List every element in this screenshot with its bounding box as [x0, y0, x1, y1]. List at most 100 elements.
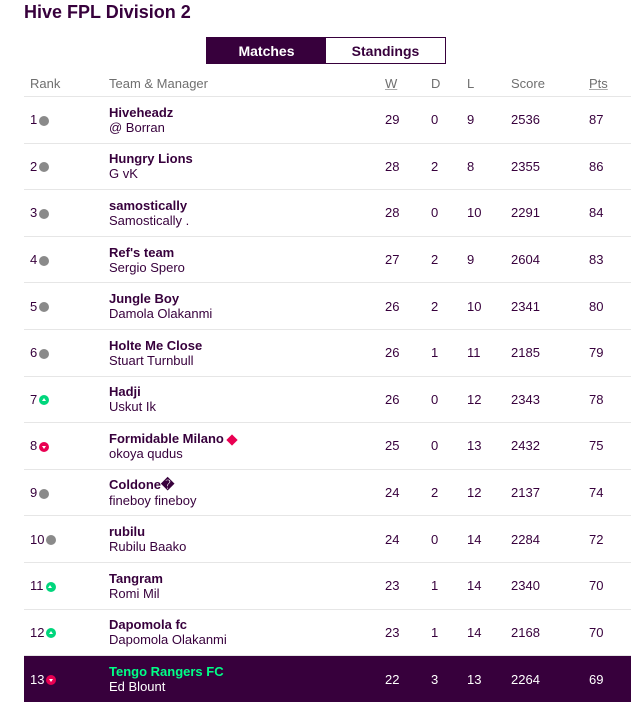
- table-row[interactable]: 4 Ref's team Sergio Spero 27 2 9 2604 83: [24, 236, 631, 283]
- table-row[interactable]: 11 Tangram Romi Mil 23 1 14 2340 70: [24, 562, 631, 609]
- team-name-link[interactable]: Holte Me Close: [109, 338, 385, 353]
- rank-cell: 6: [24, 329, 109, 376]
- rank-number: 12: [30, 624, 45, 640]
- page-title: Hive FPL Division 2: [24, 2, 191, 22]
- rank-cell: 8: [24, 423, 109, 470]
- team-cell: Hungry Lions G vK: [109, 143, 385, 190]
- team-cell: samostically Samostically .: [109, 190, 385, 237]
- table-row[interactable]: 9 Coldone� fineboy fineboy 24 2 12 2137 74: [24, 469, 631, 516]
- table-row[interactable]: 6 Holte Me Close Stuart Turnbull 26 1 11 2185 7…: [24, 329, 631, 376]
- draws-cell: 2: [431, 298, 439, 314]
- team-name-link[interactable]: samostically: [109, 198, 385, 213]
- points-cell: 70: [589, 578, 604, 594]
- rank-number: 1: [30, 112, 38, 128]
- losses-cell: 10: [467, 298, 482, 314]
- header-wins[interactable]: W: [385, 75, 398, 91]
- manager-name: Stuart Turnbull: [109, 352, 194, 368]
- points-cell: 72: [589, 531, 604, 547]
- rank-up-icon: [46, 628, 57, 639]
- table-row[interactable]: 1 Hiveheadz @ Borran 29 0 9 2536 87: [24, 96, 631, 144]
- rank-cell: 7: [24, 376, 109, 423]
- rank-down-icon: [46, 675, 57, 686]
- rank-same-icon: [39, 348, 50, 359]
- losses-cell: 11: [467, 345, 481, 361]
- table-row[interactable]: 7 Hadji Uskut Ik 26 0 12 2343 78: [24, 376, 631, 423]
- table-row[interactable]: 5 Jungle Boy Damola Olakanmi 26 2 10 2341 80: [24, 282, 631, 330]
- draws-cell: 0: [431, 438, 439, 454]
- tab-matches[interactable]: Matches: [207, 38, 326, 63]
- rank-number: 4: [30, 252, 38, 268]
- team-cell: Formidable Milano okoya qudus: [109, 423, 385, 470]
- header-draws[interactable]: D: [431, 75, 441, 91]
- rank-number: 6: [30, 345, 38, 361]
- rank-cell: 5: [24, 283, 109, 330]
- wins-cell: 24: [385, 531, 400, 547]
- wins-cell: 28: [385, 158, 400, 174]
- manager-name: fineboy fineboy: [109, 493, 197, 509]
- score-cell: 2264: [511, 671, 540, 687]
- header-points[interactable]: Pts: [589, 75, 608, 91]
- team-name-link[interactable]: Hiveheadz: [109, 105, 385, 120]
- team-name-link[interactable]: Coldone�: [109, 477, 385, 493]
- wins-cell: 26: [385, 298, 400, 314]
- wins-cell: 23: [385, 624, 400, 640]
- table-row[interactable]: 12 Dapomola fc Dapomola Olakanmi 23 1 14 2168 7…: [24, 609, 631, 656]
- rank-cell: 9: [24, 469, 109, 516]
- manager-name: @ Borran: [109, 119, 165, 135]
- score-cell: 2291: [511, 205, 540, 221]
- wins-cell: 28: [385, 205, 400, 221]
- points-cell: 69: [589, 671, 604, 687]
- team-name-link[interactable]: Formidable Milano: [109, 431, 385, 446]
- team-name-link[interactable]: Hungry Lions: [109, 151, 385, 166]
- rank-up-icon: [45, 581, 56, 592]
- draws-cell: 1: [431, 345, 439, 361]
- manager-name: Uskut Ik: [109, 399, 156, 415]
- table-row[interactable]: 3 samostically Samostically . 28 0 10 2291 84: [24, 189, 631, 237]
- team-name: Coldone�: [109, 477, 175, 493]
- team-name-link[interactable]: Tangram: [109, 571, 385, 586]
- team-name: Hungry Lions: [109, 151, 193, 167]
- rank-down-icon: [39, 442, 50, 453]
- points-cell: 75: [589, 438, 604, 454]
- manager-name: Damola Olakanmi: [109, 306, 213, 322]
- rank-same-icon: [39, 209, 50, 220]
- score-cell: 2536: [511, 112, 540, 128]
- wins-cell: 26: [385, 345, 400, 361]
- header-rank[interactable]: Rank: [30, 75, 61, 91]
- team-name-link[interactable]: Jungle Boy: [109, 291, 385, 306]
- team-name: Tangram: [109, 570, 163, 586]
- score-cell: 2137: [511, 485, 540, 501]
- losses-cell: 8: [467, 158, 475, 174]
- rank-number: 9: [30, 485, 38, 501]
- team-name-link[interactable]: Ref's team: [109, 245, 385, 260]
- losses-cell: 12: [467, 391, 482, 407]
- table-row[interactable]: 8 Formidable Milano okoya qudus 25 0 13 2432 75: [24, 422, 631, 470]
- team-name: Dapomola fc: [109, 617, 188, 633]
- points-cell: 87: [589, 112, 604, 128]
- table-row[interactable]: 2 Hungry Lions G vK 28 2 8 2355 86: [24, 143, 631, 190]
- rank-same-icon: [39, 255, 50, 266]
- team-name-link[interactable]: Tengo Rangers FC: [109, 664, 385, 679]
- team-name-link[interactable]: rubilu: [109, 524, 385, 539]
- table-row[interactable]: 13 Tengo Rangers FC Ed Blount 22 3 13 2264 69: [24, 655, 631, 703]
- score-cell: 2432: [511, 438, 540, 454]
- points-cell: 74: [589, 485, 604, 501]
- header-losses[interactable]: L: [467, 75, 475, 91]
- team-name: Holte Me Close: [109, 337, 203, 353]
- table-header-row: Rank Team & Manager W D L Score Pts: [24, 70, 631, 97]
- tab-standings[interactable]: Standings: [351, 42, 420, 59]
- wins-cell: 22: [385, 671, 400, 687]
- team-name-link[interactable]: Hadji: [109, 384, 385, 399]
- wins-cell: 25: [385, 438, 400, 454]
- team-name-link[interactable]: Dapomola fc: [109, 617, 385, 632]
- losses-cell: 13: [467, 438, 482, 454]
- table-row[interactable]: 10 rubilu Rubilu Baako 24 0 14 2284 72: [24, 515, 631, 563]
- team-name: Jungle Boy: [109, 291, 180, 307]
- manager-name: okoya qudus: [109, 445, 183, 461]
- score-cell: 2355: [511, 158, 540, 174]
- losses-cell: 14: [467, 624, 482, 640]
- draws-cell: 0: [431, 205, 439, 221]
- wins-cell: 24: [385, 485, 400, 501]
- header-score[interactable]: Score: [511, 75, 545, 91]
- score-cell: 2343: [511, 391, 540, 407]
